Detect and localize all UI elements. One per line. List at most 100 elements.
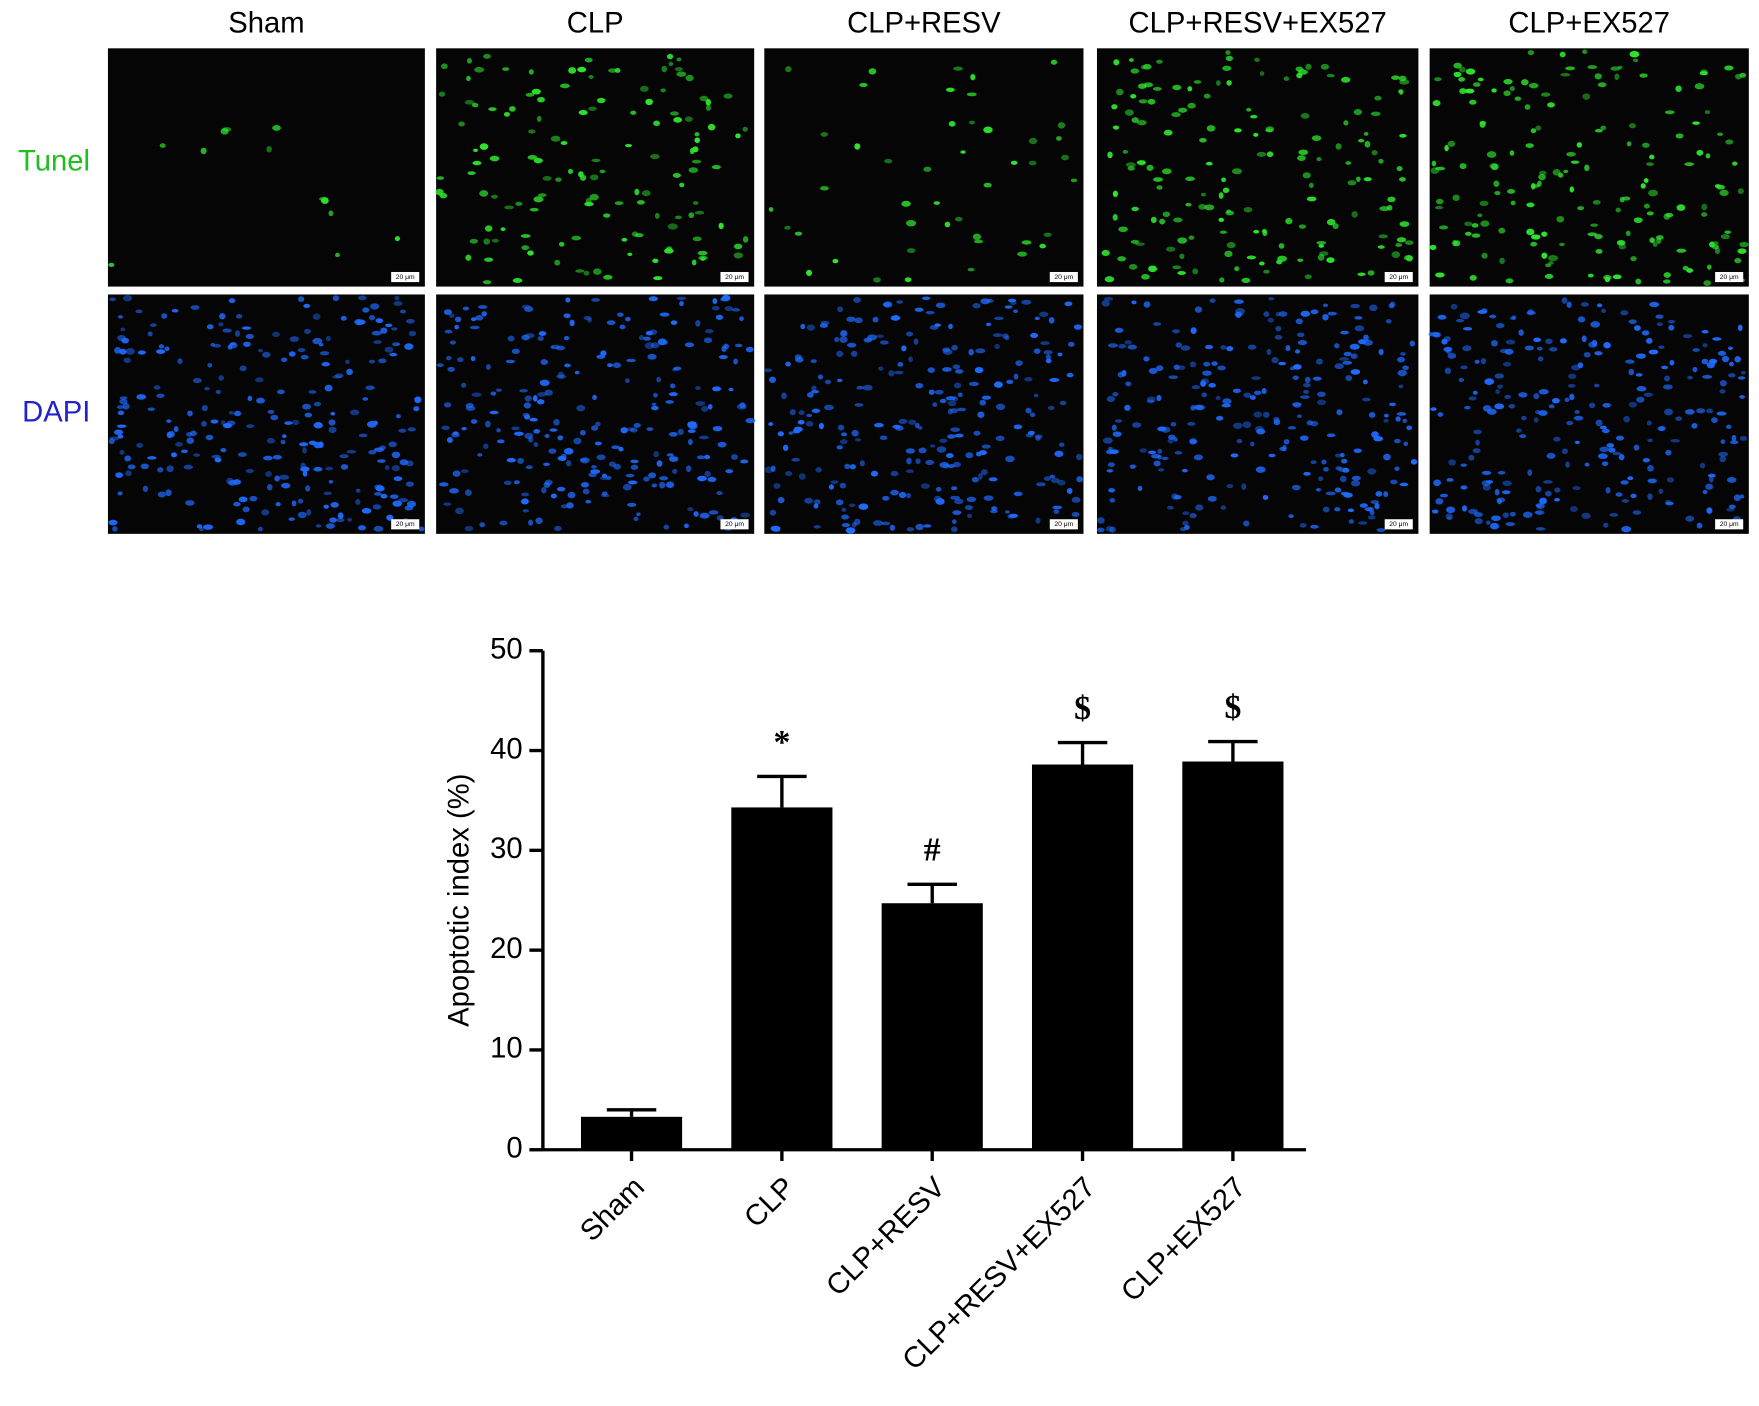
cell [1614,73,1620,81]
cell [1255,466,1266,473]
cell [1179,253,1185,260]
cell [652,258,659,264]
cell [815,467,822,473]
cell [204,386,210,391]
cell [929,444,936,448]
cell [879,340,889,345]
cell [603,274,613,280]
cell [1299,523,1307,528]
cell [350,409,360,416]
cell [691,159,702,164]
cell [1545,338,1553,345]
cell [848,503,856,508]
cell [1530,183,1536,190]
cell [576,404,586,412]
cell [1399,482,1409,487]
cell [115,472,124,479]
cell [1021,299,1032,305]
cell [723,93,733,99]
cell [1173,217,1183,223]
cell [1300,395,1310,399]
cell [731,454,738,460]
cell [1222,187,1230,194]
cell [1576,142,1583,148]
cell [361,507,372,514]
cell [854,317,863,324]
cell [483,238,490,245]
cell [503,111,510,117]
cell [705,98,712,106]
cell [1189,361,1197,368]
cell [928,389,935,395]
cell [888,370,895,377]
cell [641,190,651,197]
cell [574,370,580,375]
cell [1241,277,1251,283]
cell [1343,120,1349,126]
cell [1626,141,1632,147]
cell [149,323,157,327]
cell [329,517,337,523]
cell [399,459,409,466]
cell [688,423,698,430]
cell [898,491,907,499]
cell [1553,436,1561,442]
cell [946,453,954,459]
cell [196,524,203,529]
cell [745,417,756,424]
cell [1326,433,1336,438]
cell [233,410,242,417]
cell [446,436,453,444]
cell [153,385,161,390]
cell [171,452,177,458]
cell [981,444,991,449]
cell [123,357,131,363]
cell [906,457,912,465]
cell [1137,159,1146,166]
cell [854,143,861,150]
cell [1404,240,1414,246]
cell [1665,449,1672,456]
cell [1143,82,1154,88]
cell [769,509,777,516]
cell [1206,125,1216,132]
cell [633,516,639,522]
cell [1399,79,1410,85]
cell [1711,417,1718,424]
cell [1599,446,1610,453]
cell [1318,476,1324,482]
cell [1394,466,1400,471]
cell [339,454,349,459]
cell [1194,306,1203,313]
cell [1124,109,1134,116]
cell [1232,422,1243,429]
cell [1437,412,1444,417]
cell [889,524,896,531]
cell [157,467,164,473]
cell [1446,478,1454,482]
micrograph: 20 μm [436,294,756,534]
cell [636,200,645,205]
cell [524,306,534,313]
cell [1178,365,1186,371]
cell [324,384,333,392]
cell [391,465,400,472]
cell [1516,428,1522,433]
cell [1261,387,1267,394]
cell [980,298,991,305]
x-tick-label: Sham [574,1171,651,1248]
cell [218,375,225,381]
cell [454,324,460,330]
cell [467,171,476,175]
cell [882,495,890,501]
cell [1323,467,1329,472]
cell [1266,151,1274,158]
cell [484,257,494,262]
cell [1205,161,1213,166]
cell [1625,359,1635,364]
cell [1439,493,1449,498]
cell [1322,313,1329,321]
cell [1489,314,1497,319]
cell [1561,297,1568,304]
cell [1491,88,1497,93]
